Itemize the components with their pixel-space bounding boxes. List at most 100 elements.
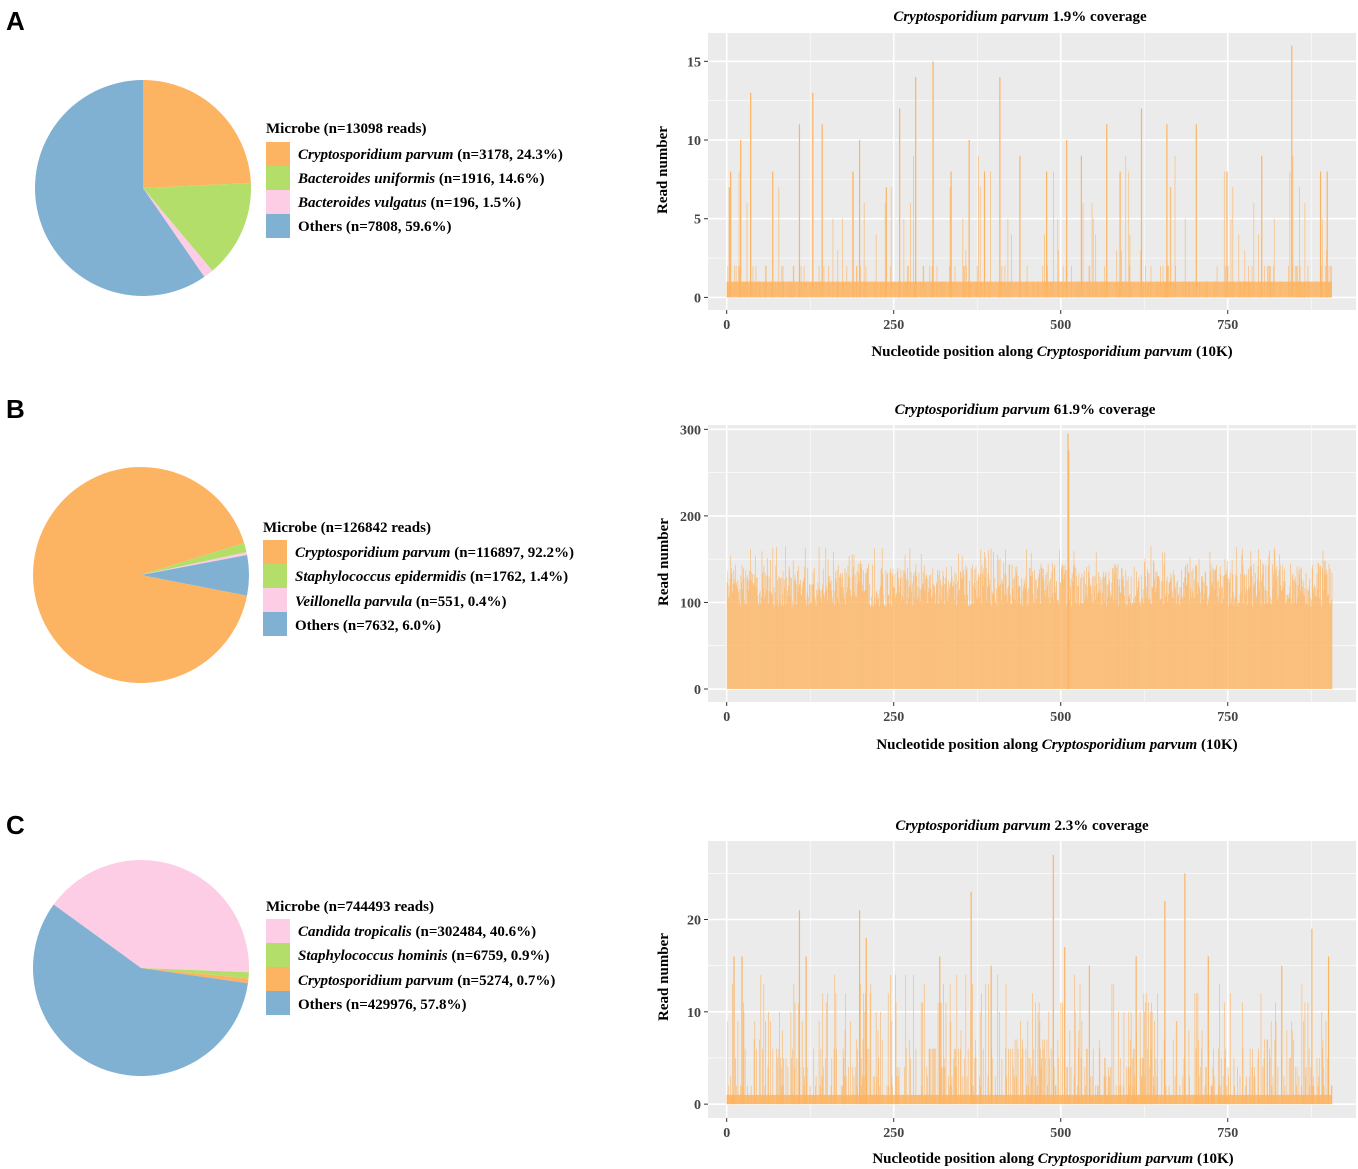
coverage-bar bbox=[988, 984, 990, 1105]
coverage-bar bbox=[1020, 604, 1021, 690]
coverage-bar bbox=[1321, 265, 1323, 298]
coverage-peak bbox=[885, 187, 887, 298]
coverage-bar bbox=[1217, 596, 1219, 690]
coverage-bar bbox=[1324, 572, 1326, 690]
coverage-bar bbox=[985, 984, 987, 1105]
coverage-title-c: Cryptosporidium parvum 2.3% coverage bbox=[895, 818, 1149, 834]
coverage-bar bbox=[872, 564, 873, 690]
coverage-bar bbox=[764, 572, 766, 690]
coverage-bar bbox=[833, 551, 834, 690]
coverage-bar bbox=[1182, 1076, 1184, 1105]
coverage-bar bbox=[906, 604, 908, 690]
coverage-bar bbox=[1302, 587, 1303, 690]
coverage-bar bbox=[1094, 586, 1095, 690]
coverage-bar bbox=[1131, 603, 1133, 690]
coverage-bar bbox=[985, 567, 987, 690]
coverage-bar bbox=[763, 566, 765, 690]
coverage-bar bbox=[777, 606, 779, 690]
coverage-bar bbox=[1021, 1039, 1023, 1105]
coverage-bar bbox=[1113, 564, 1115, 690]
coverage-bar bbox=[770, 281, 772, 298]
coverage-bar bbox=[877, 600, 878, 690]
coverage-bar bbox=[1107, 1094, 1109, 1105]
coverage-bar bbox=[920, 589, 922, 690]
coverage-bar bbox=[891, 1076, 893, 1105]
coverage-bar bbox=[931, 265, 933, 298]
coverage-bar bbox=[940, 281, 942, 298]
coverage-bar bbox=[896, 1076, 898, 1105]
coverage-bar bbox=[857, 584, 858, 690]
coverage-bar bbox=[1205, 572, 1207, 690]
coverage-bar bbox=[1097, 592, 1099, 690]
coverage-bar bbox=[1207, 605, 1208, 690]
coverage-bar bbox=[1010, 603, 1012, 690]
coverage-bar bbox=[855, 1039, 857, 1105]
coverage-bar bbox=[1015, 1076, 1017, 1105]
coverage-bar bbox=[1076, 603, 1078, 690]
coverage-bar bbox=[1054, 1085, 1056, 1105]
coverage-bar bbox=[1257, 1057, 1259, 1105]
coverage-bar bbox=[759, 281, 761, 298]
coverage-bar bbox=[833, 1048, 835, 1105]
legend-key-blue bbox=[266, 214, 290, 238]
coverage-bar bbox=[1302, 281, 1304, 298]
coverage-bar bbox=[1029, 1057, 1031, 1105]
coverage-bar bbox=[1084, 1067, 1086, 1105]
coverage-bar bbox=[1044, 1057, 1046, 1105]
coverage-bar bbox=[728, 585, 730, 690]
coverage-bar bbox=[746, 202, 748, 298]
coverage-bar bbox=[895, 974, 896, 1105]
coverage-bar bbox=[1240, 591, 1242, 690]
coverage-bar bbox=[949, 587, 950, 690]
coverage-bar bbox=[1177, 596, 1179, 690]
coverage-bar bbox=[1074, 1011, 1076, 1105]
coverage-bar bbox=[729, 578, 731, 690]
coverage-bar bbox=[1198, 559, 1200, 690]
coverage-peak bbox=[1327, 956, 1330, 1105]
coverage-bar bbox=[1330, 603, 1332, 690]
coverage-bar bbox=[1149, 1011, 1151, 1105]
coverage-bar bbox=[782, 571, 784, 690]
legend-key-green bbox=[263, 564, 287, 588]
coverage-bar bbox=[1111, 984, 1113, 1105]
coverage-bar bbox=[1042, 569, 1044, 690]
y-tick-label: 300 bbox=[680, 423, 701, 438]
coverage-bar bbox=[1164, 281, 1166, 298]
coverage-bar bbox=[1288, 1094, 1290, 1105]
coverage-bar bbox=[1232, 1094, 1234, 1105]
coverage-bar bbox=[1196, 565, 1198, 690]
coverage-bar bbox=[1216, 565, 1217, 690]
coverage-peak bbox=[1226, 171, 1228, 298]
coverage-bar bbox=[1081, 1021, 1083, 1105]
coverage-bar bbox=[797, 592, 799, 690]
coverage-bar bbox=[1157, 993, 1158, 1105]
coverage-bar bbox=[887, 595, 889, 690]
coverage-bar bbox=[785, 546, 786, 690]
coverage-bar bbox=[1194, 993, 1196, 1105]
coverage-bar bbox=[947, 580, 949, 690]
coverage-bar bbox=[1292, 573, 1294, 690]
coverage-bar bbox=[959, 571, 961, 690]
coverage-bar bbox=[1113, 984, 1115, 1105]
coverage-bar bbox=[1142, 1057, 1143, 1105]
coverage-bar bbox=[1307, 605, 1309, 690]
coverage-bar bbox=[1047, 281, 1049, 298]
coverage-bar bbox=[1225, 573, 1226, 690]
coverage-bar bbox=[1181, 596, 1183, 690]
coverage-bar bbox=[1008, 585, 1009, 690]
coverage-bar bbox=[1025, 281, 1027, 298]
coverage-bar bbox=[1134, 595, 1136, 690]
coverage-bar bbox=[992, 591, 994, 690]
coverage-bar bbox=[1106, 584, 1108, 690]
coverage-bar bbox=[804, 1094, 806, 1105]
coverage-peak bbox=[1067, 433, 1069, 690]
coverage-bar bbox=[761, 551, 763, 690]
legend-key-blue bbox=[266, 991, 290, 1015]
coverage-bar bbox=[1100, 580, 1102, 690]
coverage-bar bbox=[1237, 1067, 1238, 1105]
coverage-bar bbox=[1205, 1067, 1207, 1105]
coverage-bar bbox=[1278, 596, 1279, 690]
coverage-bar bbox=[1288, 596, 1290, 690]
coverage-bar bbox=[1175, 265, 1177, 298]
coverage-peak bbox=[1326, 171, 1328, 298]
